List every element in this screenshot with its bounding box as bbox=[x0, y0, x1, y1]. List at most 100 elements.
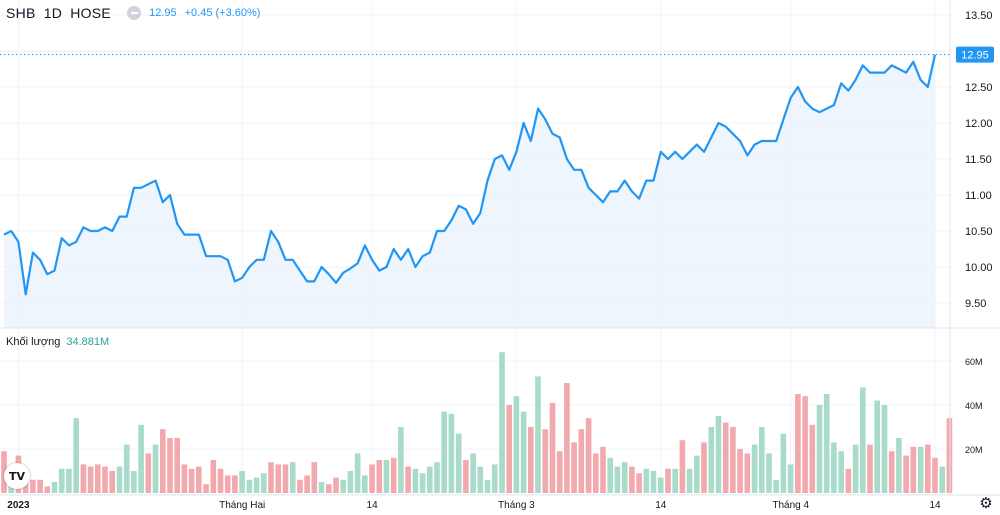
volume-bar bbox=[347, 471, 354, 493]
pane-separator[interactable] bbox=[0, 0, 1000, 496]
time-tick-label: Tháng Hai bbox=[219, 500, 265, 511]
volume-bar bbox=[845, 468, 852, 493]
volume-tick-label: 40M bbox=[965, 401, 983, 411]
volume-bar bbox=[181, 464, 188, 493]
volume-bar bbox=[232, 475, 238, 493]
volume-bar bbox=[578, 429, 585, 493]
volume-bar bbox=[607, 457, 613, 493]
volume-header: Khối lượng 34.881M bbox=[6, 336, 109, 348]
volume-bar bbox=[657, 477, 664, 493]
exchange-label: HOSE bbox=[70, 5, 112, 21]
volume-bar bbox=[484, 479, 491, 493]
tradingview-logo-icon[interactable]: TV bbox=[4, 463, 30, 489]
volume-bar bbox=[896, 438, 902, 493]
volume-bar bbox=[196, 466, 202, 493]
volume-bar bbox=[383, 460, 390, 493]
time-tick-label: 14 bbox=[929, 500, 941, 511]
volume-bar bbox=[939, 466, 945, 493]
volume-bar bbox=[549, 402, 556, 493]
volume-tick-label: 60M bbox=[965, 357, 983, 367]
volume-bar bbox=[174, 438, 180, 493]
volume-bar bbox=[903, 455, 909, 493]
volume-bar bbox=[354, 453, 361, 493]
volume-bar bbox=[816, 405, 823, 493]
time-tick-label: 14 bbox=[655, 500, 667, 511]
volume-bar bbox=[398, 427, 404, 493]
volume-bar bbox=[715, 416, 722, 493]
settings-gear-icon[interactable]: ⚙ bbox=[979, 495, 993, 512]
volume-bar bbox=[217, 468, 224, 493]
volume-bar bbox=[145, 453, 152, 493]
volume-bar bbox=[759, 427, 765, 493]
volume-bar bbox=[831, 442, 837, 493]
volume-bar bbox=[888, 451, 895, 493]
collapse-icon[interactable] bbox=[127, 6, 142, 20]
volume-bar bbox=[585, 418, 592, 493]
volume-bar bbox=[116, 466, 123, 493]
last-price-badge-text: 12.95 bbox=[961, 50, 989, 62]
volume-bar bbox=[528, 427, 534, 493]
volume-bar bbox=[188, 468, 195, 493]
volume-bar bbox=[44, 486, 51, 493]
volume-bar bbox=[203, 484, 209, 493]
volume-bar bbox=[860, 387, 866, 493]
time-tick-label: Tháng 3 bbox=[498, 500, 535, 511]
volume-tick-label: 20M bbox=[965, 445, 983, 455]
price-tick-label: 12.00 bbox=[965, 118, 993, 130]
volume-bar bbox=[513, 396, 520, 493]
volume-bar bbox=[477, 466, 484, 493]
volume-bar bbox=[571, 442, 577, 493]
volume-bar bbox=[30, 479, 36, 493]
last-price-badge bbox=[956, 46, 994, 63]
volume-bar bbox=[80, 464, 87, 493]
price-change-value: +0.45 (+3.60%) bbox=[184, 7, 261, 19]
volume-bar bbox=[448, 413, 455, 493]
volume-bar bbox=[427, 466, 433, 493]
volume-bar bbox=[333, 477, 339, 493]
volume-bar bbox=[463, 460, 469, 493]
price-tick-label: 9.50 bbox=[965, 298, 986, 310]
volume-bar bbox=[593, 453, 599, 493]
volume-bar bbox=[102, 466, 108, 493]
volume-bar bbox=[95, 464, 101, 493]
price-tick-label: 12.50 bbox=[965, 82, 993, 94]
volume-axis[interactable]: 60M 40M 20M bbox=[965, 357, 983, 455]
volume-bar bbox=[621, 462, 628, 493]
volume-bar bbox=[614, 466, 621, 493]
volume-bar bbox=[506, 405, 512, 493]
volume-bar bbox=[600, 446, 606, 493]
price-tick-label: 10.50 bbox=[965, 226, 993, 238]
volume-bar bbox=[773, 479, 779, 493]
volume-bar bbox=[246, 479, 253, 493]
time-tick-label: 2023 bbox=[7, 500, 30, 511]
volume-bar bbox=[224, 475, 231, 493]
time-tick-label: Tháng 4 bbox=[772, 500, 809, 511]
volume-bar bbox=[744, 453, 751, 493]
volume-label: Khối lượng bbox=[6, 336, 61, 348]
volume-bar bbox=[751, 444, 758, 493]
volume-bar bbox=[340, 479, 346, 493]
price-area-fill bbox=[4, 54, 935, 328]
volume-bar bbox=[131, 471, 137, 493]
symbol-label[interactable]: SHB bbox=[6, 5, 36, 21]
volume-bar bbox=[672, 468, 678, 493]
volume-bar bbox=[282, 464, 289, 493]
volume-bar bbox=[780, 433, 787, 493]
volume-bar bbox=[405, 466, 411, 493]
volume-bar bbox=[37, 479, 43, 493]
volume-bar bbox=[499, 352, 505, 493]
volume-bar bbox=[261, 473, 267, 493]
volume-bar bbox=[802, 396, 808, 493]
volume-bar bbox=[852, 444, 859, 493]
volume-bar bbox=[58, 468, 65, 493]
volume-bar bbox=[867, 444, 873, 493]
volume-bar bbox=[419, 473, 426, 493]
volume-bar bbox=[289, 462, 296, 493]
volume-bar bbox=[297, 479, 303, 493]
volume-bar bbox=[376, 460, 383, 493]
interval-label[interactable]: 1D bbox=[43, 5, 63, 21]
volume-bar bbox=[470, 453, 476, 493]
volume-bar bbox=[275, 464, 281, 493]
